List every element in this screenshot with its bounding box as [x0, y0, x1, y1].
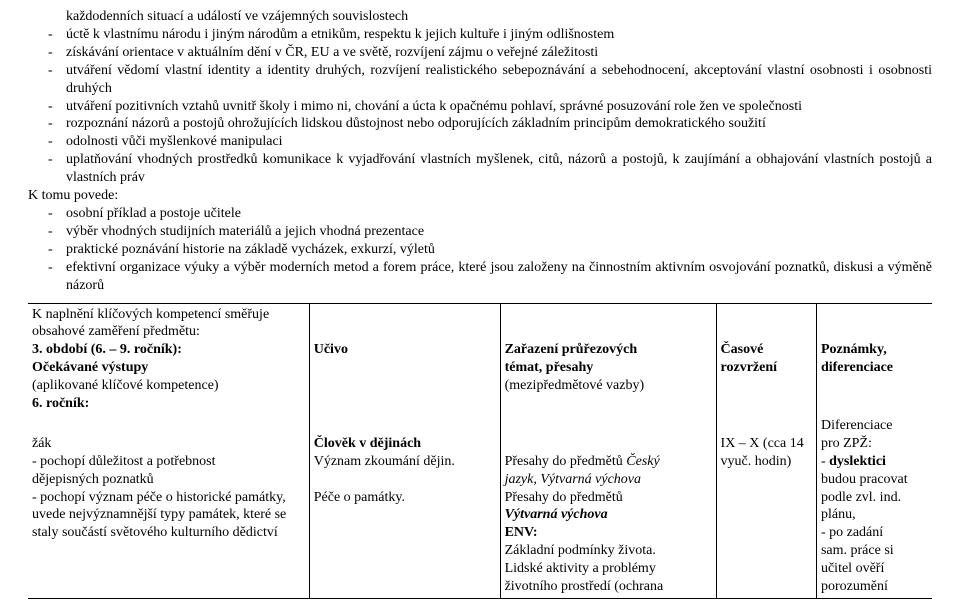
header-line: Očekávané výstupy [32, 359, 305, 377]
text-line: Přesahy do předmětů Český [505, 453, 712, 471]
text-line: - pochopí důležitost a potřebnost [32, 453, 305, 471]
table-header-row: K naplnění klíčových kompetencí směřuje … [28, 303, 932, 415]
header-cell-topics: Zařazení průřezových témat, přesahy (mez… [500, 303, 716, 415]
header-line: rozvržení [721, 359, 812, 377]
text-line: dějepisných poznatků [32, 471, 305, 489]
text-line: životního prostředí (ochrana [505, 578, 712, 596]
text-line: vyuč. hodin) [721, 453, 812, 471]
bullet-item: -utváření vědomí vlastní identity a iden… [48, 62, 932, 98]
header-line: Učivo [314, 341, 496, 359]
subheading-ktomu: K tomu povede: [28, 187, 932, 205]
bullet-item: -efektivní organizace výuky a výběr mode… [48, 259, 932, 295]
text-line: žák [32, 435, 305, 453]
bullet-item: -získávání orientace v aktuálním dění v … [48, 44, 932, 62]
bullet-item: -rozpoznání názorů a postojů ohrožujícíc… [48, 115, 932, 133]
header-cell-outcomes: K naplnění klíčových kompetencí směřuje … [28, 303, 309, 415]
bullet-item: -odolnosti vůči myšlenkové manipulaci [48, 133, 932, 151]
header-cell-ucivo: Učivo [309, 303, 500, 415]
header-line: diferenciace [821, 359, 928, 377]
text-line: IX – X (cca 14 [721, 435, 812, 453]
curriculum-table: K naplnění klíčových kompetencí směřuje … [28, 303, 932, 600]
period-line: 3. období (6. – 9. ročník): [32, 341, 305, 359]
bullet-item: -úctě k vlastnímu národu i jiným národům… [48, 26, 932, 44]
bullet-list-1: -úctě k vlastnímu národu i jiným národům… [48, 26, 932, 187]
cell-notes: Diferenciace pro ZPŽ: - dyslektici budou… [816, 415, 932, 599]
text-line: Přesahy do předmětů [505, 489, 712, 507]
text-line: - dyslektici [821, 453, 928, 471]
header-line: témat, přesahy [505, 359, 712, 377]
header-line: Zařazení průřezových [505, 341, 712, 359]
header-cell-notes: Poznámky, diferenciace [816, 303, 932, 415]
cell-time: IX – X (cca 14 vyuč. hodin) [716, 415, 816, 599]
text-line: Péče o památky. [314, 489, 496, 507]
header-cell-time: Časové rozvržení [716, 303, 816, 415]
text-line: uvede nejvýznamnější typy památek, které… [32, 506, 305, 524]
text-line: sam. práce si [821, 542, 928, 560]
text-line: Člověk v dějinách [314, 435, 496, 453]
intro-line: K naplnění klíčových kompetencí směřuje … [32, 306, 305, 342]
header-line: Poznámky, [821, 341, 928, 359]
text-line: - po zadání [821, 524, 928, 542]
text-line: plánu, [821, 506, 928, 524]
header-line: Časové [721, 341, 812, 359]
cell-ucivo: Člověk v dějinách Význam zkoumání dějin.… [309, 415, 500, 599]
text-line: pro ZPŽ: [821, 435, 928, 453]
header-line: (mezipředmětové vazby) [505, 377, 712, 395]
bullet-list-2: -osobní příklad a postoje učitele -výběr… [48, 205, 932, 295]
text-line: Základní podmínky života. [505, 542, 712, 560]
cell-topics: Přesahy do předmětů Český jazyk, Výtvarn… [500, 415, 716, 599]
text-line: Diferenciace [821, 417, 928, 435]
header-line: 6. ročník: [32, 395, 305, 413]
text-line: porozumění [821, 578, 928, 596]
text-line: staly součástí světového kulturního dědi… [32, 524, 305, 542]
text-line: - pochopí význam péče o historické památ… [32, 489, 305, 507]
text-line: budou pracovat [821, 471, 928, 489]
table-row: žák - pochopí důležitost a potřebnost dě… [28, 415, 932, 599]
text-line: Význam zkoumání dějin. [314, 453, 496, 471]
text-line: Lidské aktivity a problémy [505, 560, 712, 578]
text-line: podle zvl. ind. [821, 489, 928, 507]
bullet-item: -utváření pozitivních vztahů uvnitř škol… [48, 98, 932, 116]
text-line: jazyk, Výtvarná výchova [505, 471, 712, 489]
cell-outcomes: žák - pochopí důležitost a potřebnost dě… [28, 415, 309, 599]
bullet-item: -uplatňování vhodných prostředků komunik… [48, 151, 932, 187]
bullet-item: -osobní příklad a postoje učitele [48, 205, 932, 223]
bullet-item: -výběr vhodných studijních materiálů a j… [48, 223, 932, 241]
text-line: ENV: [505, 524, 712, 542]
bullet-item: -praktické poznávání historie na základě… [48, 241, 932, 259]
text-line: učitel ověří [821, 560, 928, 578]
text-line: Výtvarná výchova [505, 506, 712, 524]
header-line: (aplikované klíčové kompetence) [32, 377, 305, 395]
paragraph-continuation: každodenních situací a událostí ve vzáje… [66, 8, 932, 26]
